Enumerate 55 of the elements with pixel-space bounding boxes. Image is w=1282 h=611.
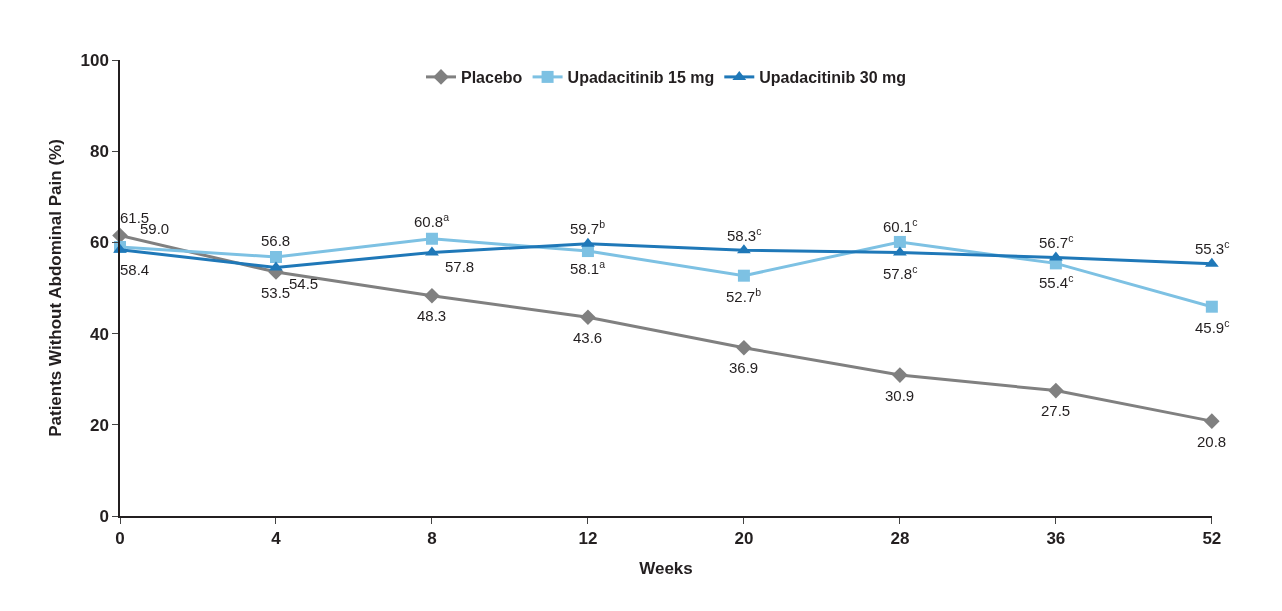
data-label: 57.8 (445, 258, 475, 275)
data-label: 59.7$^{b}$ (570, 218, 606, 238)
point (737, 269, 750, 282)
y-tick-label: 100 (80, 50, 109, 70)
y-axis-title: Patients Without Abdominal Pain (%) (45, 139, 65, 437)
point (1048, 382, 1064, 399)
point (425, 246, 439, 256)
point (893, 235, 906, 248)
x-tick-label: 20 (734, 529, 754, 549)
y-tick-label: 40 (89, 324, 109, 344)
y-tick-label: 20 (89, 415, 109, 435)
data-label: 53.5 (261, 284, 291, 301)
x-tick-label: 4 (271, 529, 282, 549)
x-tick-label: 0 (115, 529, 125, 549)
y-tick-label: 60 (89, 233, 109, 253)
data-label: 60.1$^{c}$ (883, 216, 918, 236)
data-label: 45.9$^{c}$ (1195, 317, 1230, 337)
legend-label: Upadacitinib 30 mg (759, 69, 906, 87)
data-label: 36.9 (729, 359, 759, 376)
y-tick-label: 0 (99, 506, 109, 526)
data-label: 58.1$^{a}$ (570, 258, 606, 278)
data-label: 57.8$^{c}$ (883, 263, 918, 283)
point (425, 232, 438, 245)
data-label: 58.4 (120, 261, 150, 278)
legend-label: Placebo (461, 69, 523, 87)
data-label: 55.3$^{c}$ (1195, 238, 1230, 258)
point (269, 250, 282, 263)
data-label: 58.3$^{c}$ (727, 225, 762, 245)
data-label: 48.3 (417, 307, 447, 324)
y-tick-label: 80 (89, 142, 109, 162)
legend-label: Upadacitinib 15 mg (567, 69, 715, 87)
x-tick-label: 52 (1202, 529, 1222, 549)
data-label: 55.4$^{c}$ (1039, 272, 1074, 292)
point (424, 287, 440, 304)
data-label: 56.7$^{c}$ (1039, 232, 1074, 252)
data-label: 54.5 (289, 275, 319, 292)
data-label: 30.9 (885, 387, 915, 404)
data-label: 52.7$^{b}$ (726, 286, 762, 306)
x-axis-title: Weeks (639, 559, 693, 579)
point (269, 261, 283, 271)
point (1204, 413, 1220, 429)
point (736, 339, 752, 356)
data-label: 27.5 (1041, 402, 1071, 419)
x-tick-label: 28 (890, 529, 910, 549)
point (1205, 300, 1218, 313)
point (581, 237, 595, 247)
x-tick-label: 8 (427, 529, 437, 549)
data-label: 56.8 (261, 232, 291, 249)
data-label: 60.8$^{a}$ (414, 211, 450, 231)
x-tick-label: 36 (1046, 529, 1066, 549)
x-tick-label: 12 (578, 529, 598, 549)
point (892, 367, 908, 383)
point (580, 309, 596, 325)
data-label: 43.6 (573, 329, 603, 346)
data-label: 20.8 (1197, 433, 1227, 450)
